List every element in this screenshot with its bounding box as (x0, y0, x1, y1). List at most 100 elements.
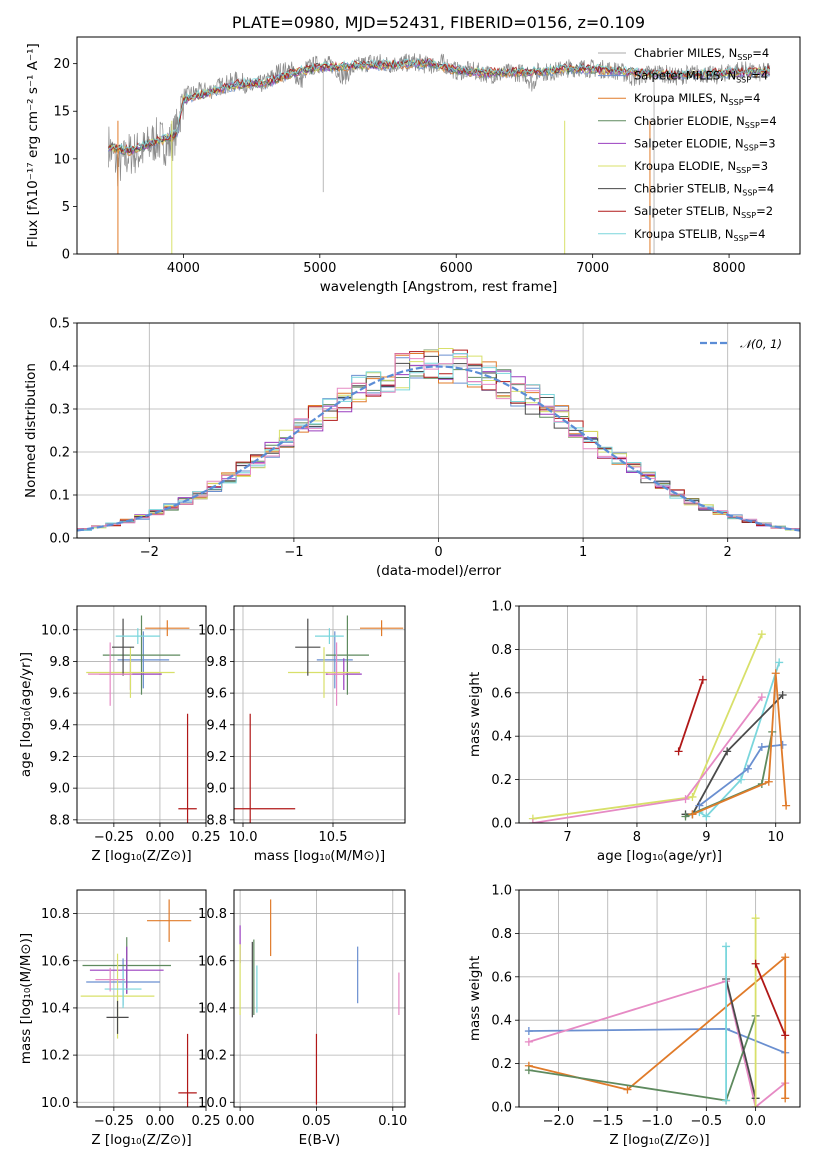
weight-point-marker (702, 812, 711, 821)
x-tick-label: 4000 (167, 261, 200, 276)
legend-entry: Salpeter ELODIE, NSSP=3 (634, 136, 776, 152)
weight-series-line (528, 979, 786, 1107)
y-tick-label: 0.4 (491, 1014, 512, 1029)
x-axis-label: age [log₁₀(age/yr)] (597, 848, 722, 864)
y-axis-label: mass [log₁₀(M/M⊙)] (18, 933, 34, 1064)
y-tick-label: 10.8 (41, 907, 70, 922)
x-tick-label: 7000 (576, 261, 609, 276)
weight-series-line (754, 963, 787, 1036)
weight-point-marker (743, 764, 752, 773)
axes-frame (233, 605, 406, 824)
axes-frame (76, 322, 801, 539)
y-tick-label: 0.6 (491, 970, 512, 985)
y-tick-label: 0.1 (49, 489, 70, 504)
weight-point-marker (681, 795, 690, 804)
weight-point-marker (524, 1027, 533, 1036)
y-tick-label: 1.0 (491, 884, 512, 899)
y-tick-label: 10.2 (41, 1049, 70, 1064)
mass-vs-ebv-panel: 0.00 0.05 0.10 10.0 10.2 10.4 10.6 10.8 E(B-V) (198, 889, 407, 1148)
spectrum-lines (107, 53, 771, 254)
x-tick-label: 6000 (440, 261, 473, 276)
y-tick-label: 0.0 (49, 532, 70, 547)
y-tick-label: 0.6 (491, 686, 512, 701)
y-axis-label: Normed distribution (23, 363, 39, 498)
weight-point-marker (698, 675, 707, 684)
weight-point-marker (781, 953, 790, 962)
weight-point-marker (775, 658, 784, 667)
legend-entry: Salpeter STELIB, NSSP=2 (634, 204, 773, 220)
legend-entry: 𝒩(0, 1) (740, 337, 782, 351)
legend-entry: Chabrier ELODIE, NSSP=4 (634, 114, 777, 130)
mass-vs-metallicity-panel: −0.25 0.00 0.25 10.0 10.2 10.4 10.6 10.8 Z [log₁… (18, 889, 221, 1148)
x-tick-label: 7 (563, 830, 571, 845)
y-tick-label: 10.6 (198, 954, 227, 969)
y-tick-label: 9.8 (206, 655, 227, 670)
x-axis-label: mass [log₁₀(M/M⊙)] (254, 848, 385, 864)
weight-point-marker (681, 812, 690, 821)
observed-spectrum (108, 53, 771, 187)
x-axis-label: Z [log₁₀(Z/Z⊙)] (91, 848, 191, 864)
weight-point-marker (723, 747, 732, 756)
error-bars (239, 899, 400, 1105)
y-tick-label: 0.2 (491, 773, 512, 788)
x-tick-label: 8000 (713, 261, 746, 276)
y-tick-label: 10.0 (41, 623, 70, 638)
residual-histogram-panel: −2 −1 0 1 2 0.0 0.1 0.2 0.3 0.4 0.5 (data-model)/er… (23, 317, 801, 579)
y-tick-label: 0.4 (491, 730, 512, 745)
axes-frame (76, 889, 207, 1108)
weight-point-marker (695, 801, 704, 810)
x-tick-label: 10.0 (229, 830, 258, 845)
y-tick-label: 0.0 (491, 817, 512, 832)
y-tick-label: 9.8 (49, 655, 70, 670)
age-vs-mass-panel: 10.0 10.5 8.8 9.0 9.2 9.4 9.6 9.8 10.0 mass [log₁… (198, 605, 406, 864)
error-bars (234, 615, 404, 823)
x-tick-label: 0.25 (192, 1114, 221, 1129)
weight-point-marker (688, 810, 697, 819)
y-tick-label: 10 (53, 152, 70, 167)
x-tick-label: −1.5 (592, 1114, 624, 1129)
x-tick-label: −0.25 (94, 1114, 134, 1129)
weight-point-marker (757, 693, 766, 702)
weight-series-line (698, 662, 781, 818)
legend-entry: Kroupa STELIB, NSSP=4 (634, 227, 765, 243)
weight-series-line (692, 673, 787, 816)
axes-frame (76, 36, 801, 255)
y-axis-label: age [log₁₀(age/yr)] (18, 652, 34, 777)
weight-series-line (677, 679, 704, 752)
y-tick-label: 0 (62, 248, 70, 263)
x-tick-label: 10 (767, 830, 784, 845)
y-tick-label: 10.2 (198, 1049, 227, 1064)
weight-point-marker (524, 1037, 533, 1046)
y-tick-label: 10.6 (41, 954, 70, 969)
x-tick-label: 0.00 (226, 1114, 255, 1129)
weight-point-marker (737, 775, 746, 784)
y-tick-label: 10.4 (41, 1001, 70, 1016)
mass-weight-vs-metallicity-panel: −2.0 −1.5 −1.0 −0.5 0.0 0.0 0.2 0.4 0.6 0.8 1.0 Z [… (467, 884, 801, 1148)
weight-point-marker (757, 630, 766, 639)
y-tick-label: 10.4 (198, 1001, 227, 1016)
x-tick-label: 0 (434, 545, 442, 560)
axes-frame (233, 889, 406, 1108)
y-axis-label: Flux [fλ10⁻¹⁷ erg cm⁻² s⁻¹ A⁻¹] (25, 43, 41, 248)
y-tick-label: 8.8 (206, 813, 227, 828)
y-tick-label: 0.2 (491, 1057, 512, 1072)
weight-series-line (698, 744, 783, 807)
weight-point-marker (674, 747, 683, 756)
error-bars (80, 899, 197, 1107)
x-tick-label: 0.0 (745, 1114, 766, 1129)
x-tick-label: −0.5 (691, 1114, 723, 1129)
x-tick-label: 2 (724, 545, 732, 560)
x-axis-label: Z [log₁₀(Z/Z⊙)] (91, 1132, 191, 1148)
weight-point-marker (751, 914, 760, 923)
y-tick-label: 9.0 (206, 782, 227, 797)
x-tick-label: 9 (702, 830, 710, 845)
weight-point-marker (782, 801, 791, 810)
y-tick-label: 0.3 (49, 403, 70, 418)
x-tick-label: −1.0 (641, 1114, 673, 1129)
weight-point-marker (778, 740, 787, 749)
y-tick-label: 0.0 (491, 1101, 512, 1116)
error-bars (86, 615, 197, 823)
y-tick-label: 9.2 (49, 750, 70, 765)
y-axis-label: mass weight (467, 672, 483, 757)
y-tick-label: 8.8 (49, 813, 70, 828)
